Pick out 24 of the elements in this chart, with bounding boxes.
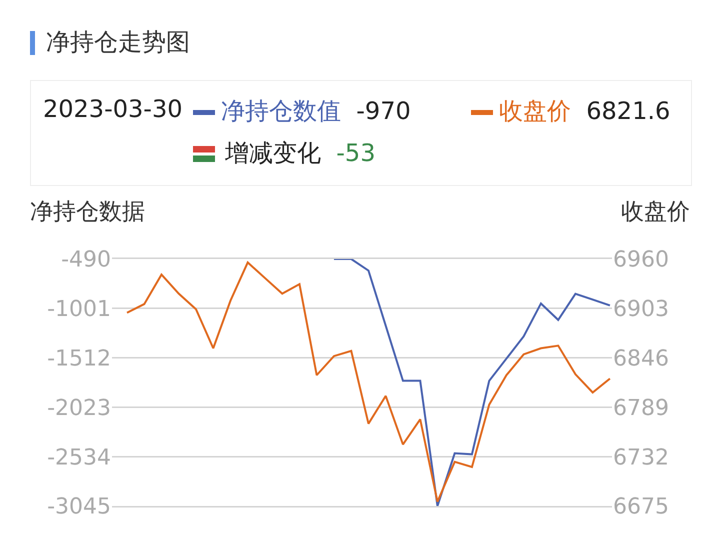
- legend-label: 净持仓数值: [221, 97, 341, 125]
- y-tick-label: -2534: [47, 445, 111, 470]
- line-series: [332, 259, 611, 506]
- y2-tick-label: 6732: [613, 445, 669, 470]
- y-tick-label: -2023: [47, 396, 111, 421]
- y2-tick-label: 6846: [613, 346, 669, 372]
- legend-label: 收盘价: [499, 97, 571, 125]
- text: 6821.6: [586, 97, 670, 125]
- text: 2023-03-30: [43, 95, 182, 123]
- y2-tick-label: 6789: [613, 396, 669, 421]
- y2-tick-label: 6675: [613, 494, 669, 520]
- y-tick-label: -490: [61, 248, 111, 273]
- y-axis-title: 净持仓数据: [30, 198, 145, 227]
- y-tick-label: -1001: [47, 297, 111, 322]
- text: -970: [356, 97, 411, 125]
- line-series: [126, 261, 611, 503]
- text: -53: [336, 139, 376, 167]
- y2-axis-title: 收盘价: [621, 198, 690, 227]
- y-tick-label: -1512: [47, 346, 111, 372]
- y2-tick-label: 6960: [613, 248, 669, 273]
- y2-tick-label: 6903: [613, 297, 669, 322]
- text: 增减变化: [225, 139, 321, 167]
- y-tick-label: -3045: [47, 494, 111, 520]
- chart-title: 净持仓走势图: [46, 27, 190, 58]
